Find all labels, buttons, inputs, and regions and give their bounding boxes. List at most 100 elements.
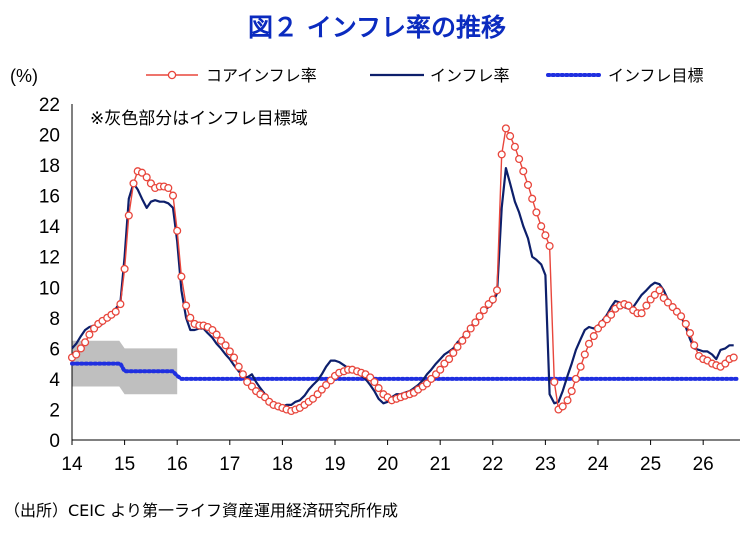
core-inflation-point [479,306,488,315]
core-inflation-point [221,341,230,350]
core-inflation-point [243,377,252,387]
core-inflation-point [681,319,690,328]
legend: コアインフレ率 インフレ率 インフレ目標 [146,66,704,85]
legend-label: インフレ率 [430,66,510,85]
core-inflation-point [637,309,646,318]
core-inflation-point [488,295,497,304]
legend-item: インフレ目標 [546,66,704,85]
core-inflation-point [677,312,686,321]
core-inflation-point [580,350,589,359]
core-inflation-point [624,301,633,310]
core-inflation-point [142,173,151,182]
core-inflation-point [690,341,699,350]
core-inflation-point [506,132,515,141]
y-tick-label: 16 [39,187,60,208]
legend-label: コアインフレ率 [206,66,317,85]
y-tick-label: 18 [39,156,60,177]
core-inflation-point [177,272,186,281]
core-inflation-point [453,342,462,351]
core-inflation-point [537,222,546,231]
core-inflation-point [322,380,331,390]
core-inflation-point [492,286,502,295]
core-inflation-point [563,396,572,405]
y-tick-label: 14 [39,217,61,238]
core-inflation-point [436,365,445,374]
axes [71,104,740,441]
legend-label: インフレ目標 [608,66,704,85]
core-inflation-point [663,298,672,307]
core-inflation-point [72,350,81,359]
y-tick-label: 20 [39,126,60,147]
core-inflation-point [576,362,585,371]
core-inflation-point [164,183,173,193]
core-inflation-point [81,338,90,347]
x-tick-label: 25 [640,454,661,475]
core-inflation-point [545,241,554,251]
core-inflation-point [234,362,243,371]
legend-item: インフレ率 [370,66,510,85]
core-inflation-point [471,318,480,327]
y-tick-label: 10 [39,278,60,299]
legend-marker [167,70,177,80]
core-inflation-point [212,330,221,339]
core-inflation-point [440,359,449,368]
series-layer [67,124,741,416]
core-inflation-point [475,312,484,321]
x-tick-label: 19 [324,454,345,475]
x-tick-label: 14 [61,454,83,475]
core-inflation-point [173,226,182,235]
core-inflation-point [308,394,317,403]
y-tick-label: 2 [49,400,60,421]
target-line [70,361,741,381]
core-inflation-point [497,150,506,159]
core-inflation-point [458,336,467,345]
core-inflation-point [137,168,147,177]
x-tick-label: 26 [693,454,714,475]
x-tick-label: 16 [167,454,188,475]
core-inflation-point [523,180,533,189]
x-tick-labels: 14 15 16 17 18 19 20 21 22 23 24 25 26 [61,440,714,475]
x-tick-label: 22 [482,454,503,475]
y-axis-unit-label: (%) [10,66,38,86]
x-tick-label: 23 [535,454,556,475]
core-inflation-point [650,290,659,299]
core-inflation-point [225,347,234,356]
y-tick-label: 4 [49,370,60,391]
core-inflation-point [567,387,576,396]
core-inflation-point [116,300,125,309]
core-inflation-point [370,377,379,387]
core-inflation-point [528,194,537,203]
core-inflation-point [729,353,738,362]
core-inflation-point [374,384,383,393]
core-inflation-point [120,264,129,273]
core-inflation-point [182,301,191,310]
y-tick-label: 6 [49,339,60,360]
core-inflation-point [129,179,138,188]
core-inflation-point [427,374,436,383]
core-inflation-point [449,348,458,357]
core-inflation-point [216,336,225,345]
core-inflation-point [515,154,524,164]
x-tick-label: 17 [219,454,240,475]
core-inflation-point [466,324,475,333]
core-inflation-point [532,208,541,217]
core-inflation-point [655,286,664,295]
core-inflation-point [558,402,567,411]
core-inflation-point [589,332,598,341]
core-inflation-point [462,330,471,339]
legend-item: コアインフレ率 [146,66,317,85]
x-tick-label: 20 [377,454,398,475]
core-inflation-point [550,377,559,387]
x-tick-label: 24 [587,454,609,475]
core-inflation-point [229,353,239,362]
target-band-note: ※灰色部分はインフレ目標域 [90,109,308,129]
y-tick-label: 12 [39,248,60,269]
x-tick-label: 21 [430,454,451,475]
y-tick-label: 0 [49,431,60,452]
source-note: （出所）CEIC より第一ライフ資産運用経済研究所作成 [4,501,398,520]
x-tick-label: 18 [272,454,293,475]
y-tick-label: 8 [49,309,60,330]
core-inflation-point [571,374,580,383]
core-inflation-point [238,370,247,379]
core-inflation-point [607,310,616,319]
